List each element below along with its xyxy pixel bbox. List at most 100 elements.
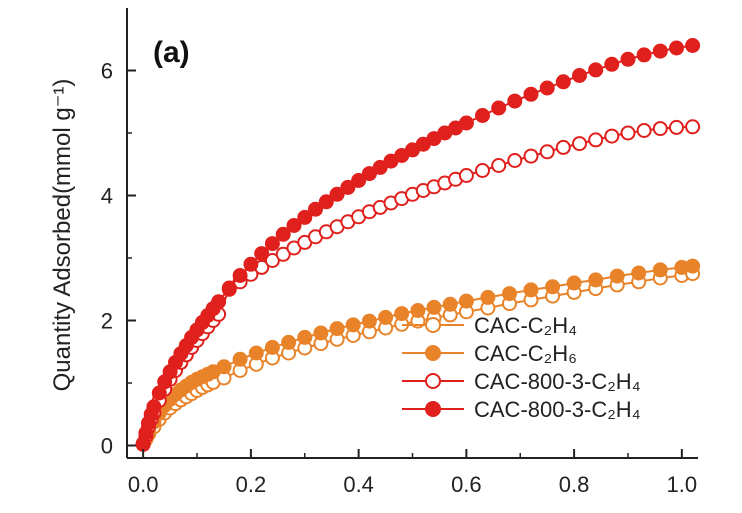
data-point: [264, 236, 280, 252]
data-point: [426, 299, 442, 315]
series-4: [135, 38, 701, 452]
data-point: [275, 226, 291, 242]
legend-entry-4: CAC-800-3-C₂H₄: [402, 397, 641, 422]
data-point: [475, 163, 490, 178]
data-point: [620, 125, 636, 141]
data-point: [308, 201, 323, 217]
data-point: [555, 74, 571, 90]
data-point: [545, 279, 561, 295]
legend: CAC-C₂H₄ CAC-C₂H₆ CAC-800-3-C₂H₄ CAC-800-3-…: [402, 313, 641, 422]
legend-marker: [425, 401, 441, 417]
data-point: [566, 275, 582, 291]
data-point: [361, 166, 377, 182]
data-point: [216, 359, 232, 375]
data-point: [442, 296, 458, 312]
data-point: [297, 209, 313, 225]
data-point: [685, 119, 701, 135]
data-point: [286, 218, 302, 233]
series-1: [135, 266, 701, 452]
data-point: [410, 303, 426, 318]
legend-marker: [425, 317, 441, 333]
data-point: [458, 115, 474, 131]
data-point: [211, 294, 227, 310]
x-tick-label: 0.2: [236, 472, 267, 497]
legend-marker: [425, 345, 441, 361]
x-tick-label: 0.6: [451, 472, 482, 497]
data-point: [264, 339, 280, 355]
x-tick-label: 0.8: [559, 472, 590, 497]
legend-label: CAC-800-3-C₂H₄: [474, 369, 641, 394]
data-point: [652, 262, 668, 278]
data-point: [491, 100, 507, 116]
legend-label: CAC-C₂H₆: [474, 341, 577, 366]
data-point: [318, 194, 334, 210]
data-point: [329, 186, 345, 202]
legend-label: CAC-800-3-C₂H₄: [474, 397, 641, 422]
data-point: [604, 56, 620, 72]
data-point: [297, 329, 313, 345]
y-axis-title: Quantity Adsorbed(mmol g⁻¹): [49, 79, 76, 392]
data-point: [636, 123, 652, 138]
y-tick-label: 0: [101, 434, 113, 459]
data-point: [572, 68, 587, 83]
data-point: [475, 108, 490, 123]
data-point: [507, 93, 523, 109]
data-point: [275, 246, 291, 262]
data-point: [345, 317, 361, 333]
x-tick-label: 0.4: [343, 472, 374, 497]
data-point: [232, 351, 248, 367]
data-point: [340, 179, 356, 195]
y-tick-label: 2: [101, 309, 113, 334]
data-point: [539, 80, 555, 96]
y-tick-label: 6: [101, 59, 113, 84]
data-point: [248, 345, 264, 361]
data-point: [313, 325, 329, 341]
data-point: [264, 253, 280, 268]
data-point: [458, 293, 474, 309]
data-point: [669, 40, 684, 56]
legend-entry-1: CAC-C₂H₄: [402, 313, 577, 338]
data-point: [685, 258, 701, 274]
data-point: [636, 47, 652, 63]
legend-marker: [425, 373, 441, 389]
data-point: [281, 334, 297, 350]
panel-label: (a): [153, 36, 190, 69]
data-point: [555, 139, 571, 155]
data-point: [620, 51, 636, 67]
data-point: [523, 148, 539, 164]
legend-entry-3: CAC-800-3-C₂H₄: [402, 369, 641, 394]
data-point: [507, 153, 523, 168]
data-point: [254, 246, 270, 262]
x-tick-label: 1.0: [667, 472, 698, 497]
data-point: [329, 321, 345, 337]
data-point: [491, 158, 507, 173]
series-layer: [135, 38, 701, 452]
data-point: [631, 265, 647, 281]
data-point: [351, 173, 367, 188]
data-point: [523, 86, 539, 102]
data-point: [588, 132, 604, 148]
data-point: [652, 43, 668, 59]
data-point: [502, 286, 517, 302]
data-point: [523, 282, 539, 298]
data-point: [588, 62, 604, 78]
legend-label: CAC-C₂H₄: [474, 313, 577, 338]
data-point: [539, 144, 555, 160]
data-point: [243, 256, 259, 272]
axes: 0 2 4 6 0.0 0.2 0.4 0.6 0.8 1.0: [101, 8, 698, 497]
data-point: [609, 268, 625, 284]
data-point: [221, 280, 237, 296]
data-point: [652, 121, 668, 137]
data-point: [588, 272, 604, 288]
data-point: [458, 168, 474, 183]
data-point: [572, 136, 587, 152]
data-point: [480, 289, 496, 305]
x-tick-label: 0.0: [128, 472, 159, 497]
data-point: [669, 119, 684, 135]
data-point: [394, 306, 410, 322]
data-point: [146, 399, 162, 415]
data-point: [361, 313, 377, 329]
data-point: [378, 309, 394, 325]
y-tick-label: 4: [101, 184, 113, 209]
